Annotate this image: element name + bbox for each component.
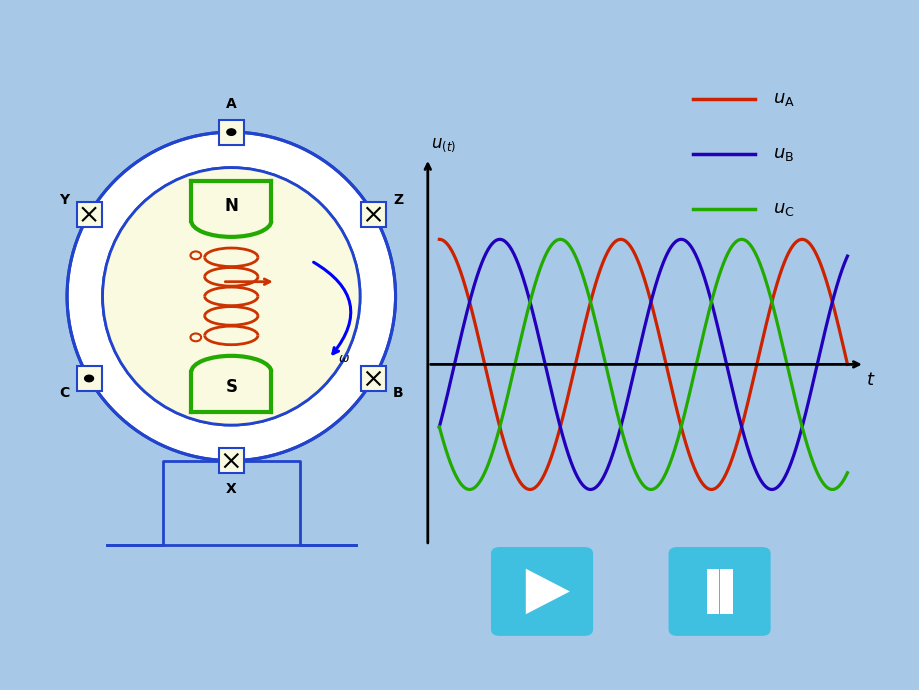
FancyBboxPatch shape: [491, 547, 593, 636]
Circle shape: [85, 375, 94, 382]
Ellipse shape: [103, 168, 359, 425]
FancyBboxPatch shape: [361, 366, 386, 391]
Ellipse shape: [67, 132, 395, 461]
Ellipse shape: [103, 168, 359, 425]
Text: $u_\mathrm{A}$: $u_\mathrm{A}$: [772, 90, 794, 108]
FancyBboxPatch shape: [76, 201, 101, 226]
Text: $u_\mathrm{C}$: $u_\mathrm{C}$: [772, 200, 794, 218]
Polygon shape: [526, 569, 569, 614]
Text: A: A: [226, 97, 236, 110]
Text: S: S: [225, 378, 237, 396]
FancyBboxPatch shape: [706, 569, 719, 614]
Text: $u_\mathrm{B}$: $u_\mathrm{B}$: [772, 145, 793, 163]
FancyBboxPatch shape: [219, 448, 244, 473]
Text: B: B: [392, 386, 403, 400]
Text: C: C: [60, 386, 70, 400]
FancyBboxPatch shape: [219, 119, 244, 144]
FancyBboxPatch shape: [361, 201, 386, 226]
Text: $\omega$: $\omega$: [337, 352, 349, 365]
Text: Z: Z: [392, 193, 403, 207]
Text: $u_{(t)}$: $u_{(t)}$: [430, 137, 455, 155]
Text: X: X: [226, 482, 236, 496]
FancyBboxPatch shape: [668, 547, 770, 636]
FancyBboxPatch shape: [720, 569, 732, 614]
Text: N: N: [224, 197, 238, 215]
FancyBboxPatch shape: [76, 366, 101, 391]
Text: $t$: $t$: [866, 371, 875, 388]
Text: Y: Y: [60, 193, 70, 207]
Circle shape: [227, 129, 235, 135]
